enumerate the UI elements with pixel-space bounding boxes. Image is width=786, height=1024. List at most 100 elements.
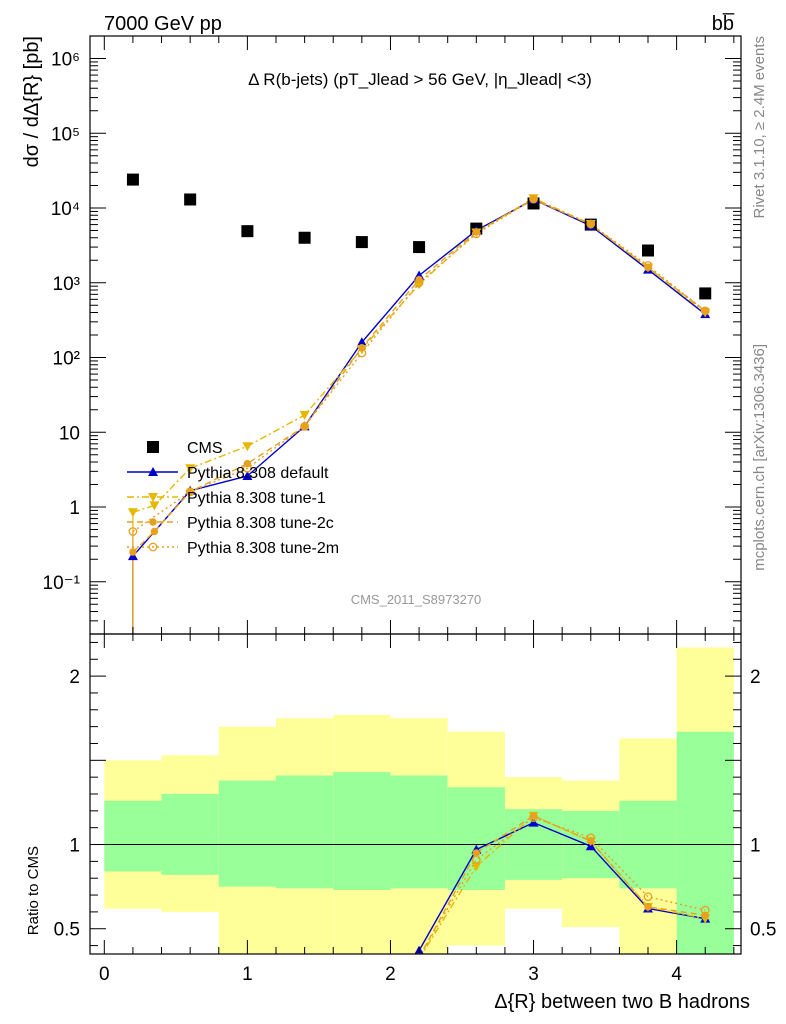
main-title: Δ R(b-jets) (pT_Jlead > 56 GeV, |η_Jlead… — [248, 70, 592, 89]
main-point — [129, 548, 137, 556]
x-tick-label: 4 — [671, 964, 682, 985]
ratio-inner-band — [333, 772, 391, 890]
ratio-y-tick-label: 1 — [69, 836, 80, 857]
main-point — [355, 236, 368, 249]
legend-label: Pythia 8.308 tune-1 — [187, 490, 326, 507]
x-tick-label: 1 — [242, 964, 253, 985]
y-tick-label: 10⁵ — [51, 124, 80, 145]
legend: CMS Pythia 8.308 default Pythia 8.308 tune… — [127, 440, 339, 557]
y-tick-label: 10⁶ — [51, 50, 80, 71]
main-point — [414, 280, 425, 290]
ratio-point — [529, 813, 538, 822]
ratio-series-lines — [418, 815, 706, 954]
legend-label: Pythia 8.308 tune-2c — [187, 515, 334, 532]
main-series-line — [132, 198, 706, 553]
ratio-uncertainty-bands — [90, 647, 741, 954]
ratio-inner-band — [447, 787, 505, 890]
y-tick-label: 10³ — [53, 274, 80, 295]
x-tick-label: 3 — [528, 964, 539, 985]
ratio-point — [528, 817, 539, 827]
ratio-point — [472, 849, 481, 857]
y-tick-label: 10⁴ — [51, 199, 80, 220]
main-point — [127, 508, 138, 518]
main-point — [242, 463, 252, 473]
x-tick-label: 2 — [385, 964, 396, 985]
main-point — [300, 421, 310, 431]
ratio-y-tick-label-right: 1 — [750, 836, 761, 857]
ratio-y-tick-label-right: 0.5 — [750, 920, 776, 941]
ratio-point — [417, 953, 421, 954]
ratio-point — [414, 955, 424, 964]
main-point — [529, 195, 538, 204]
ratio-inner-band — [161, 794, 219, 875]
legend-marker — [148, 542, 158, 552]
main-data-marks — [126, 173, 712, 561]
y-tick-label: 10² — [53, 349, 80, 370]
main-point — [357, 348, 367, 358]
ratio-y-tick-label: 0.5 — [54, 920, 80, 941]
x-tick-label: 0 — [99, 964, 110, 985]
main-point — [242, 470, 253, 480]
main-series-lines — [132, 197, 706, 634]
legend-marker — [147, 441, 159, 453]
ratio-point — [643, 892, 653, 902]
main-point — [126, 173, 139, 186]
ratio-point — [586, 833, 596, 843]
main-point — [471, 229, 481, 239]
main-point — [356, 337, 367, 347]
main-point — [150, 527, 159, 536]
main-point — [529, 194, 538, 204]
ratio-point — [471, 862, 482, 872]
main-point — [242, 442, 253, 452]
main-point — [300, 422, 309, 431]
ratio-inner-band — [104, 800, 162, 872]
x-axis-label: Δ{R} between two B hadrons — [494, 991, 750, 1013]
main-series-line — [132, 197, 706, 513]
rivet-label: Rivet 3.1.10, ≥ 2.4M events — [751, 36, 768, 219]
main-point — [701, 307, 709, 315]
energy-label: 7000 GeV pp — [104, 13, 222, 35]
process-label: bb̅ — [712, 12, 735, 35]
ratio-point — [644, 903, 652, 911]
legend-marker — [148, 467, 158, 476]
main-point — [185, 464, 196, 474]
ratio-inner-band — [390, 775, 448, 889]
main-point — [586, 219, 596, 229]
ratio-series-line — [421, 815, 706, 954]
ratio-inner-band — [276, 775, 334, 889]
main-point — [241, 225, 254, 238]
y-tick-label: 10 — [59, 423, 80, 444]
main-point — [413, 241, 426, 254]
ratio-point — [416, 952, 422, 954]
main-point — [642, 244, 654, 257]
main-point — [700, 306, 710, 316]
legend-marker — [149, 518, 157, 526]
legend-marker — [148, 493, 158, 502]
watermark: CMS_2011_S8973270 — [351, 592, 482, 607]
y-tick-label: 10⁻¹ — [43, 573, 81, 594]
main-point — [185, 487, 195, 497]
ratio-point — [471, 855, 481, 865]
main-point — [414, 278, 424, 288]
ratio-series-line — [420, 816, 706, 954]
legend-label: Pythia 8.308 tune-2m — [187, 540, 339, 557]
main-y-axis-label: dσ / dΔ{R} [pb] — [21, 36, 43, 167]
mcplots-label: mcplots.cern.ch [arXiv:1306.3436] — [751, 344, 768, 571]
main-point — [298, 231, 311, 244]
ratio-data-marks — [414, 811, 711, 964]
legend-label: Pythia 8.308 default — [187, 465, 329, 482]
y-tick-label: 1 — [69, 498, 80, 519]
main-point — [415, 275, 423, 284]
main-point — [299, 411, 310, 421]
legend-label: CMS — [187, 440, 223, 457]
main-point — [184, 193, 197, 206]
ratio-inner-band — [218, 780, 276, 887]
ratio-y-tick-label: 2 — [69, 667, 80, 688]
main-point — [643, 261, 653, 270]
ratio-y-tick-label-right: 2 — [750, 667, 761, 688]
main-point — [699, 287, 712, 300]
main-point — [128, 527, 138, 536]
ratio-point — [700, 905, 710, 915]
axis-ticks: 0 1 2 3 4 10⁻¹ 1 10 10² 10³ 10⁴ 10⁵ 10⁶ 0.5 0.5 1 1 2 2 — [43, 35, 776, 985]
